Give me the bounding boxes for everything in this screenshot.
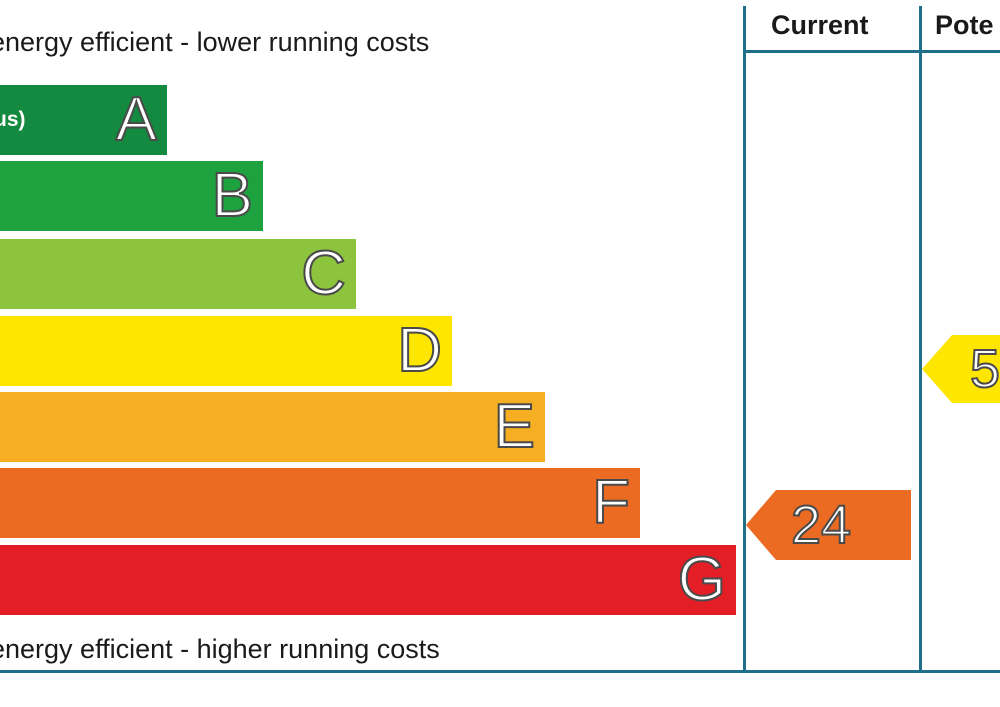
band-g: G [0,545,736,615]
band-e-letter: E [493,392,536,461]
band-c-letter: C [300,239,347,308]
band-b-range: ) [0,184,1,208]
band-f-range: ) [0,491,1,515]
band-b-letter: B [211,161,254,230]
band-a-range: us) [0,108,26,131]
current-rating-value: 24 [790,495,852,555]
band-b: )B [0,161,263,231]
band-f-letter: F [591,468,631,537]
bottom-caption: energy efficient - higher running costs [0,634,440,664]
band-a-letter: A [115,85,158,154]
band-d-range: ) [0,339,1,363]
potential-rating-arrow: 5 [922,335,1000,403]
current-column-header: Current [771,10,869,40]
potential-column-header: Pote [935,10,994,40]
bottom-border [0,670,1000,673]
band-d-letter: D [396,316,443,385]
band-a: us) A [0,85,167,155]
potential-rating-value: 5 [969,339,1000,399]
band-f: )F [0,468,640,538]
band-d: )D [0,316,452,386]
band-g-letter: G [677,545,727,614]
band-e: E [0,392,545,462]
top-caption: energy efficient - lower running costs [0,27,430,57]
current-rating-arrow: 24 [746,490,911,560]
header-divider [743,50,1000,53]
band-c: )C [0,239,356,309]
current-column-left-border [743,6,746,672]
potential-column-left-border [919,6,922,672]
band-c-range: ) [0,262,1,286]
